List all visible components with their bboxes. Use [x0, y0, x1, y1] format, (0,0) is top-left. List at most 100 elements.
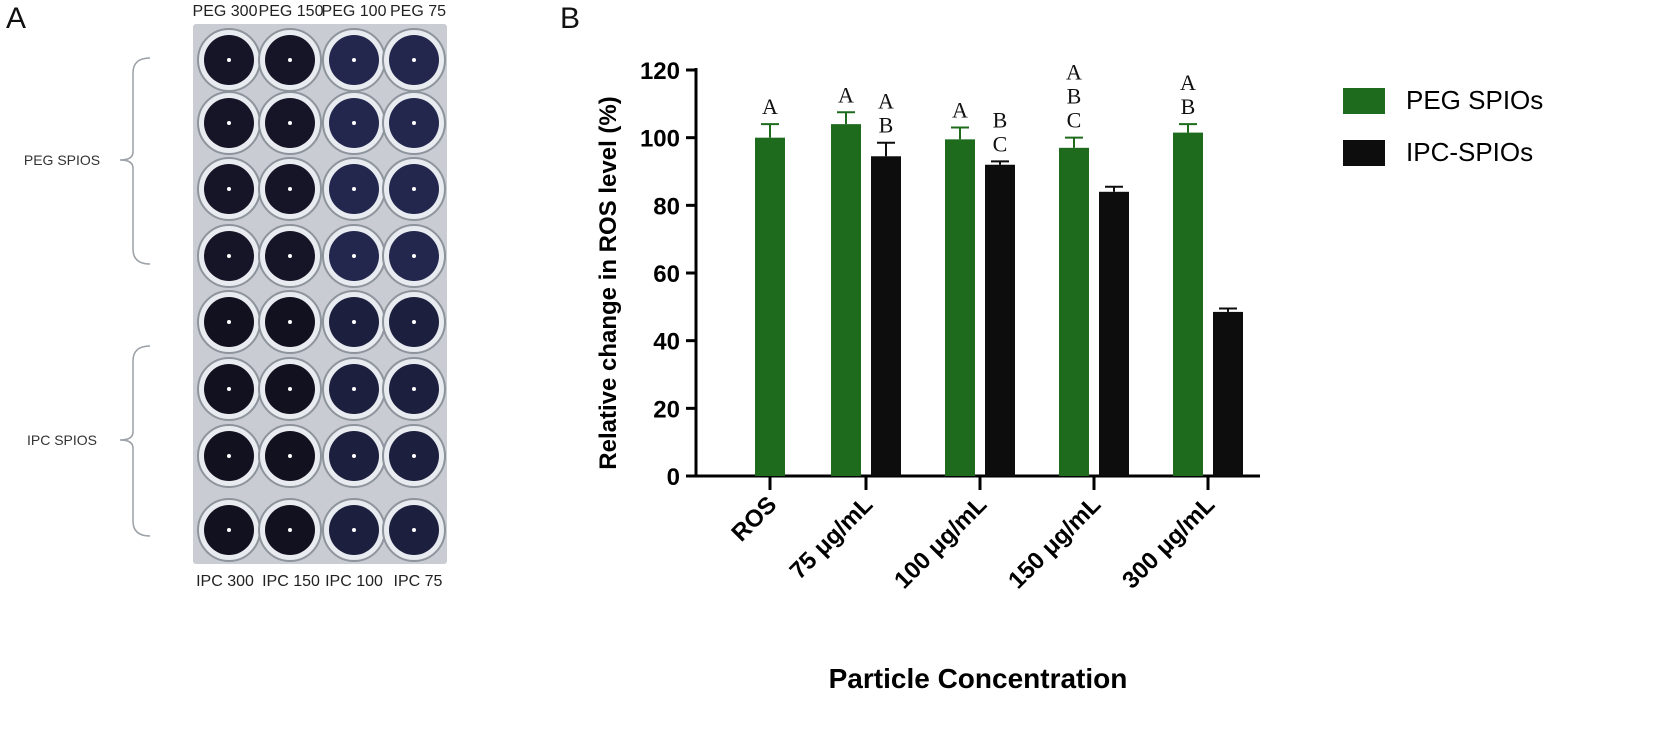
y-tick-label: 100	[640, 126, 680, 153]
group-label: PEG SPIOS	[24, 152, 100, 168]
well-highlight	[288, 121, 292, 125]
plate-column-label-top: PEG 150	[259, 3, 324, 20]
group-label: IPC SPIOS	[27, 432, 97, 448]
plate-column-label-top: PEG 300	[193, 3, 258, 20]
x-tick-label: ROS	[726, 491, 782, 547]
well	[322, 224, 386, 288]
plate-column-label-bottom: IPC 100	[325, 573, 383, 590]
well-highlight	[288, 387, 292, 391]
significance-letter: A	[1180, 70, 1196, 95]
well	[258, 290, 322, 354]
bar-peg	[1173, 132, 1203, 476]
well-highlight	[227, 454, 231, 458]
well-highlight	[288, 254, 292, 258]
well-highlight	[412, 454, 416, 458]
well-highlight	[288, 58, 292, 62]
legend-swatch-peg	[1343, 88, 1385, 114]
well-highlight	[412, 58, 416, 62]
significance-letter: B	[1067, 84, 1082, 109]
well-highlight	[227, 320, 231, 324]
well-highlight	[352, 121, 356, 125]
x-axis-title: Particle Concentration	[829, 663, 1128, 694]
significance-letter: A	[878, 89, 894, 114]
y-tick-label: 0	[667, 464, 680, 491]
well-highlight	[412, 387, 416, 391]
well-highlight	[412, 187, 416, 191]
plate-body	[193, 24, 447, 564]
well-highlight	[352, 58, 356, 62]
significance-letter: B	[879, 113, 894, 138]
well	[382, 224, 446, 288]
well-highlight	[352, 254, 356, 258]
x-tick-label: 75 μg/mL	[785, 491, 879, 585]
significance-letter: C	[1067, 108, 1082, 133]
y-tick-label: 60	[653, 261, 680, 288]
well	[197, 224, 261, 288]
well-highlight	[288, 187, 292, 191]
well	[322, 290, 386, 354]
well	[197, 157, 261, 221]
well	[322, 91, 386, 155]
legend-label: PEG SPIOs	[1406, 85, 1543, 115]
well	[322, 157, 386, 221]
well	[382, 498, 446, 562]
significance-letter: A	[838, 82, 854, 107]
bar-peg	[1059, 147, 1089, 477]
well	[322, 424, 386, 488]
legend-label: IPC-SPIOs	[1406, 137, 1533, 167]
bar-peg	[831, 124, 861, 476]
well	[258, 357, 322, 421]
y-axis-title: Relative change in ROS level (%)	[595, 96, 622, 469]
significance-letter: B	[993, 107, 1008, 132]
well	[322, 357, 386, 421]
significance-letter: C	[993, 131, 1008, 156]
bar-peg	[945, 139, 975, 476]
bracket-line	[119, 57, 151, 265]
bar-ipc	[871, 156, 901, 476]
well	[258, 424, 322, 488]
well-highlight	[227, 187, 231, 191]
bar-peg	[755, 137, 785, 476]
significance-letter: A	[1066, 60, 1082, 85]
well	[382, 91, 446, 155]
well	[258, 91, 322, 155]
plate-column-label-top: PEG 100	[322, 3, 387, 20]
well-highlight	[227, 121, 231, 125]
panel-b-label: B	[560, 2, 581, 35]
significance-letter: A	[952, 98, 968, 123]
well	[197, 498, 261, 562]
plate-column-label-bottom: IPC 75	[394, 573, 443, 590]
x-tick-label: 100 μg/mL	[889, 491, 992, 594]
bar-ipc	[985, 164, 1015, 476]
well-highlight	[227, 254, 231, 258]
well	[197, 28, 261, 92]
bar-ipc	[1213, 311, 1243, 476]
plate-column-label-bottom: IPC 150	[262, 573, 320, 590]
well-highlight	[352, 387, 356, 391]
x-tick-label: 300 μg/mL	[1117, 491, 1220, 594]
well-highlight	[412, 320, 416, 324]
y-tick-label: 120	[640, 58, 680, 85]
well	[382, 357, 446, 421]
plate-column-label-top: PEG 75	[390, 3, 446, 20]
well	[382, 424, 446, 488]
bar-ipc	[1099, 191, 1129, 477]
significance-letter: A	[762, 94, 778, 119]
plate-column-label-bottom: IPC 300	[196, 573, 254, 590]
well	[322, 28, 386, 92]
well-highlight	[352, 454, 356, 458]
well	[322, 498, 386, 562]
well-highlight	[412, 528, 416, 532]
well-highlight	[352, 528, 356, 532]
y-tick-label: 40	[653, 329, 680, 356]
well	[382, 28, 446, 92]
legend-swatch-ipc	[1343, 140, 1385, 166]
well	[258, 498, 322, 562]
x-tick-label: 150 μg/mL	[1003, 491, 1106, 594]
well-highlight	[352, 320, 356, 324]
well	[382, 157, 446, 221]
well-highlight	[227, 58, 231, 62]
well-highlight	[288, 528, 292, 532]
